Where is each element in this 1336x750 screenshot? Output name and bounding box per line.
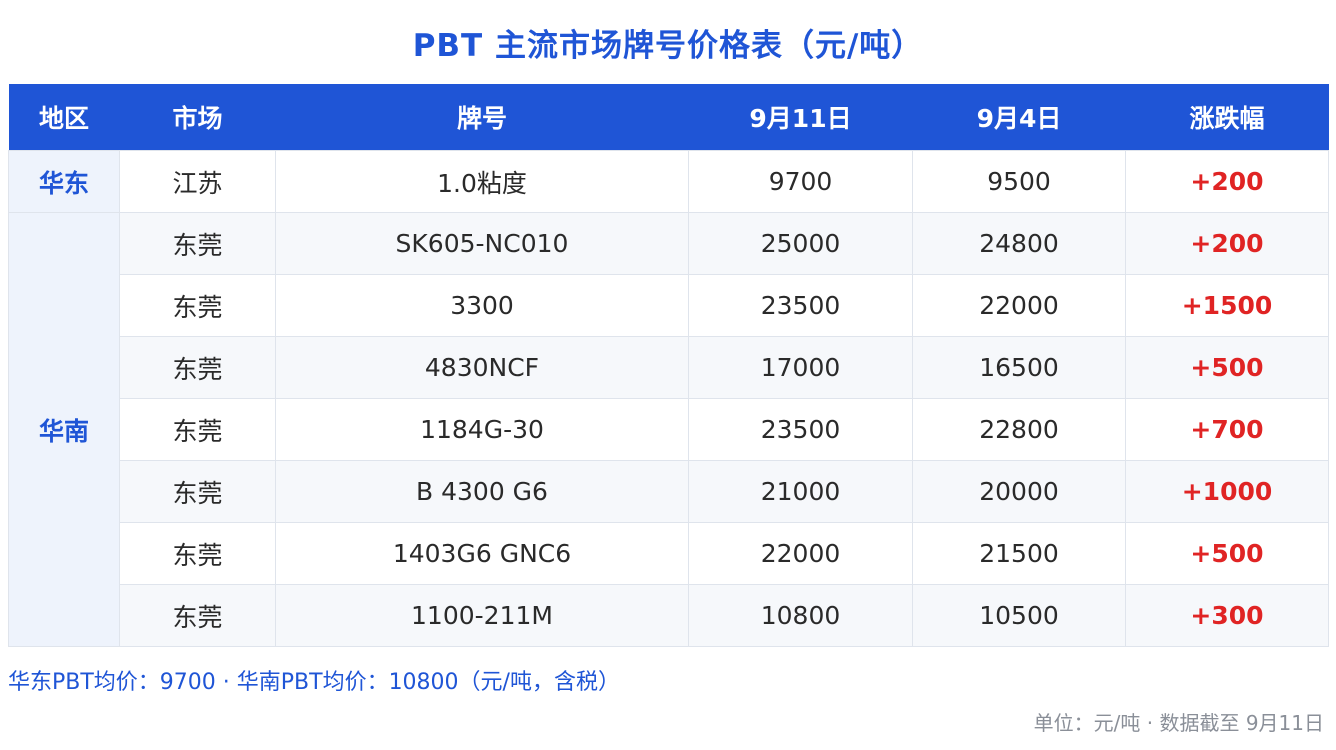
table-row: 东莞 4830NCF 17000 16500 +500 (9, 336, 1329, 399)
grade-cell: B 4300 G6 (275, 460, 689, 523)
header-date-sep4: 9月4日 (912, 84, 1126, 151)
table-row: 华东 江苏 1.0粘度 9700 9500 +200 (8, 150, 1329, 213)
header-change: 涨跌幅 (1125, 84, 1329, 151)
price-sep11-cell: 9700 (688, 150, 913, 213)
average-price-note: 华东PBT均价：9700 · 华南PBT均价：10800（元/吨，含税） (8, 670, 620, 695)
price-sep11-cell: 23500 (688, 274, 913, 337)
market-cell: 东莞 (119, 212, 276, 275)
table-row: 华南 东莞 SK605-NC010 25000 24800 +200 (8, 212, 1329, 647)
price-sep4-cell: 16500 (912, 336, 1126, 399)
header-grade: 牌号 (275, 84, 689, 151)
change-cell: +500 (1125, 522, 1329, 585)
change-cell: +300 (1125, 584, 1329, 647)
change-cell: +1000 (1125, 460, 1329, 523)
table-row: 东莞 3300 23500 22000 +1500 (9, 274, 1329, 337)
change-cell: +200 (1125, 150, 1329, 213)
market-cell: 东莞 (119, 522, 276, 585)
change-cell: +500 (1125, 336, 1329, 399)
grade-cell: 4830NCF (275, 336, 689, 399)
market-cell: 东莞 (119, 584, 276, 647)
table-row: 东莞 1403G6 GNC6 22000 21500 +500 (9, 522, 1329, 585)
price-sep11-cell: 23500 (688, 398, 913, 461)
change-cell: +1500 (1125, 274, 1329, 337)
header-region: 地区 (8, 84, 120, 151)
grade-cell: 1100-211M (275, 584, 689, 647)
grade-cell: 1184G-30 (275, 398, 689, 461)
table-row: 东莞 B 4300 G6 21000 20000 +1000 (9, 460, 1329, 523)
table-row: 东莞 1100-211M 10800 10500 +300 (9, 584, 1329, 647)
price-sep4-cell: 22800 (912, 398, 1126, 461)
grade-cell: SK605-NC010 (275, 212, 689, 275)
change-cell: +700 (1125, 398, 1329, 461)
market-cell: 江苏 (119, 150, 276, 213)
header-row: 地区 市场 牌号 9月11日 9月4日 涨跌幅 (8, 84, 1329, 151)
table-row: 东莞 1184G-30 23500 22800 +700 (9, 398, 1329, 461)
change-cell: +200 (1125, 212, 1329, 275)
grade-cell: 1403G6 GNC6 (275, 522, 689, 585)
region-cell-south: 华南 (8, 212, 120, 647)
table-body: 华东 江苏 1.0粘度 9700 9500 +200 华南 东莞 SK605-N… (8, 150, 1329, 647)
price-sep4-cell: 22000 (912, 274, 1126, 337)
price-sep11-cell: 21000 (688, 460, 913, 523)
price-sep4-cell: 10500 (912, 584, 1126, 647)
market-cell: 东莞 (119, 398, 276, 461)
price-sep4-cell: 21500 (912, 522, 1126, 585)
market-cell: 东莞 (119, 336, 276, 399)
unit-note: 单位：元/吨 · 数据截至 9月11日 (1033, 711, 1324, 735)
page-title: PBT 主流市场牌号价格表（元/吨） (412, 28, 924, 64)
market-cell: 东莞 (119, 274, 276, 337)
price-sep4-cell: 9500 (912, 150, 1126, 213)
price-sep11-cell: 22000 (688, 522, 913, 585)
price-sep4-cell: 20000 (912, 460, 1126, 523)
table-header: 地区 市场 牌号 9月11日 9月4日 涨跌幅 (8, 84, 1329, 151)
price-sep11-cell: 10800 (688, 584, 913, 647)
price-sep4-cell: 24800 (912, 212, 1126, 275)
price-sep11-cell: 17000 (688, 336, 913, 399)
region-cell-east: 华东 (8, 150, 120, 213)
price-table: 地区 市场 牌号 9月11日 9月4日 涨跌幅 华东 江苏 1.0粘度 9700… (8, 84, 1329, 647)
grade-cell: 3300 (275, 274, 689, 337)
market-cell: 东莞 (119, 460, 276, 523)
grade-cell: 1.0粘度 (275, 150, 689, 213)
header-date-sep11: 9月11日 (688, 84, 913, 151)
header-market: 市场 (119, 84, 276, 151)
price-sep11-cell: 25000 (688, 212, 913, 275)
